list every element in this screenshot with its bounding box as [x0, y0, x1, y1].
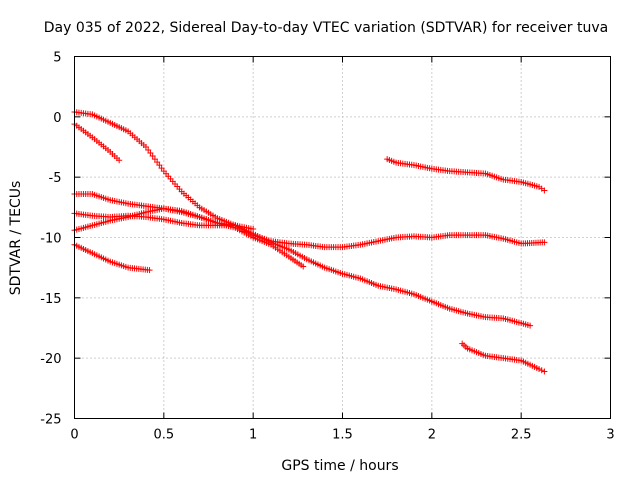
data-point — [536, 366, 543, 373]
data-point — [541, 239, 548, 246]
data-point — [538, 367, 545, 374]
data-point — [116, 157, 123, 164]
series-sat-f — [71, 241, 153, 274]
data-point — [149, 153, 156, 160]
data-points — [71, 109, 548, 375]
y-tick-label: 0 — [53, 111, 61, 126]
y-tick-label: 5 — [53, 51, 61, 66]
series-sat-g — [384, 156, 548, 194]
data-point — [147, 150, 154, 157]
y-tick-label: -20 — [40, 352, 61, 367]
series-sat-c — [71, 191, 307, 270]
x-tick-label: 2.5 — [511, 428, 532, 443]
series-sat-a — [71, 109, 548, 251]
series-sat-e — [71, 205, 257, 234]
data-point — [156, 162, 163, 169]
x-tick-label: 2 — [428, 428, 436, 443]
data-point — [151, 156, 158, 163]
x-tick-label: 0 — [70, 428, 78, 443]
y-tick-label: -25 — [40, 413, 61, 428]
data-point — [154, 159, 161, 166]
data-point — [142, 144, 149, 150]
x-axis-label: GPS time / hours — [281, 458, 398, 474]
data-point — [541, 187, 548, 194]
data-point — [527, 322, 534, 329]
x-tick-label: 3 — [606, 428, 614, 443]
x-tick-label: 1.5 — [332, 428, 353, 443]
y-tick-label: -10 — [40, 232, 61, 247]
data-point — [300, 263, 307, 270]
data-point — [145, 147, 152, 154]
y-axis-label: SDTVAR / TECUs — [8, 181, 24, 296]
axis-ticks: 0 0.5 1 1.5 2 2.5 3 5 0 -5 -10 -15 -20 -25 — [40, 51, 614, 443]
x-tick-label: 0.5 — [153, 428, 174, 443]
y-tick-label: -15 — [40, 292, 61, 307]
data-point — [250, 226, 257, 233]
x-tick-label: 1 — [249, 428, 257, 443]
chart-title: Day 035 of 2022, Sidereal Day-to-day VTE… — [44, 20, 608, 36]
data-point — [146, 267, 153, 274]
y-tick-label: -5 — [49, 171, 62, 186]
series-sat-h — [459, 340, 548, 375]
data-point — [158, 165, 165, 172]
data-point — [541, 368, 548, 375]
